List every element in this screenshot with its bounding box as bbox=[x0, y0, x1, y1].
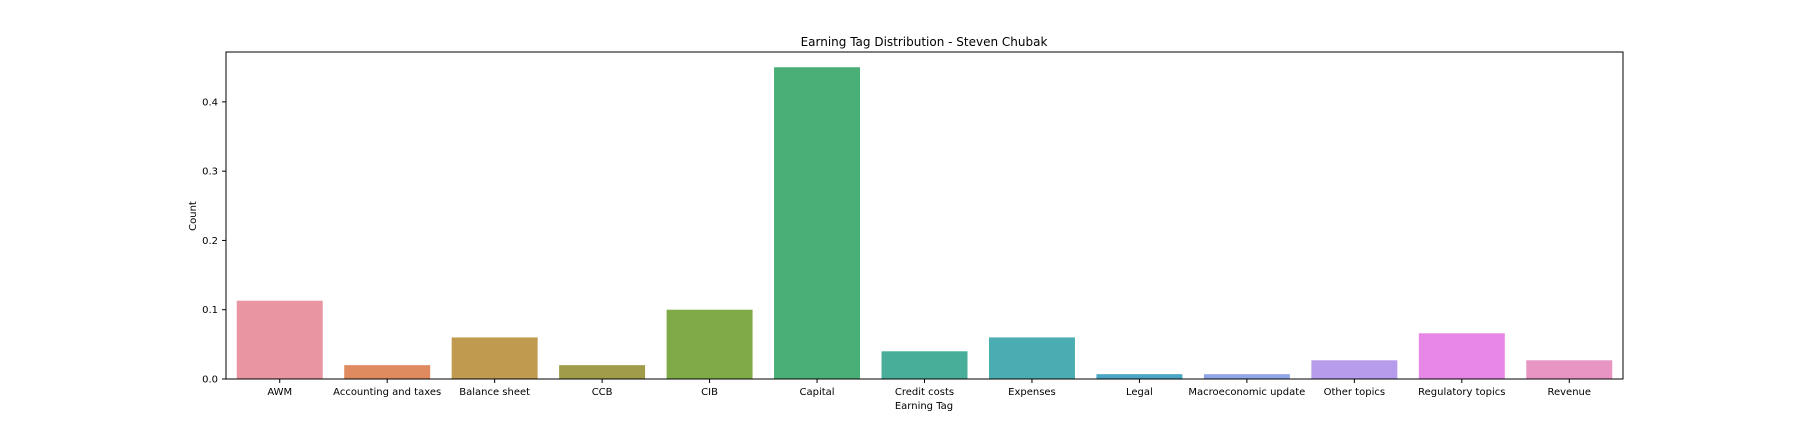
y-tick-label: 0.1 bbox=[202, 305, 218, 316]
x-tick-label: Capital bbox=[800, 387, 835, 398]
x-tick-label: Regulatory topics bbox=[1418, 387, 1505, 398]
x-tick-label: Macroeconomic update bbox=[1188, 387, 1305, 398]
bar-macroeconomic-update bbox=[1203, 374, 1290, 379]
x-tick-label: Credit costs bbox=[895, 387, 954, 398]
x-tick-label: Accounting and taxes bbox=[333, 387, 441, 398]
x-tick-label: Expenses bbox=[1008, 387, 1056, 398]
y-tick-label: 0.0 bbox=[202, 375, 218, 386]
bar-capital bbox=[774, 67, 861, 380]
bar-other-topics bbox=[1311, 360, 1398, 379]
x-axis-ticks: AWM Accounting and taxes Balance sheet CCB C… bbox=[267, 379, 1591, 398]
x-tick-label: AWM bbox=[267, 387, 292, 398]
bar-balance-sheet bbox=[451, 337, 538, 379]
x-tick-label: Balance sheet bbox=[459, 387, 530, 398]
plot-frame bbox=[225, 51, 1624, 380]
bar-expenses bbox=[988, 337, 1075, 379]
y-tick-label: 0.2 bbox=[202, 236, 218, 247]
x-tick-label: CCB bbox=[592, 387, 613, 398]
bar-cib bbox=[666, 309, 753, 379]
x-tick-label: Revenue bbox=[1547, 387, 1591, 398]
x-tick-label: Legal bbox=[1126, 387, 1153, 398]
bar-regulatory-topics bbox=[1418, 333, 1505, 379]
x-tick-label: CIB bbox=[701, 387, 718, 398]
bar-ccb bbox=[559, 365, 646, 379]
bar-legal bbox=[1096, 374, 1183, 379]
x-axis-label: Earning Tag bbox=[895, 401, 953, 412]
bar-credit-costs bbox=[881, 351, 968, 379]
bar-revenue bbox=[1526, 360, 1613, 379]
y-tick-label: 0.4 bbox=[202, 97, 218, 108]
y-axis-label: Count bbox=[188, 201, 199, 231]
bar-awm bbox=[236, 300, 323, 379]
x-tick-label: Other topics bbox=[1324, 387, 1385, 398]
y-tick-label: 0.3 bbox=[202, 167, 218, 178]
chart-title: Earning Tag Distribution - Steven Chubak bbox=[801, 35, 1048, 49]
bar-accounting-and-taxes bbox=[344, 365, 431, 379]
bars-group bbox=[236, 67, 1613, 380]
y-axis-ticks: 0.0 0.1 0.2 0.3 0.4 bbox=[202, 97, 226, 386]
